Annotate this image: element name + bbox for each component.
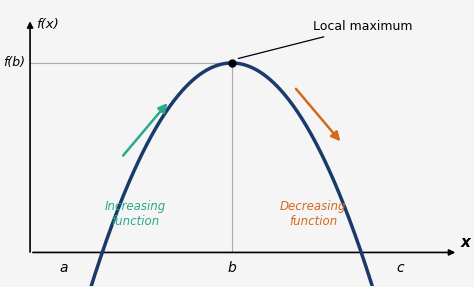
Text: Local maximum: Local maximum <box>238 20 413 59</box>
Text: Increasing
function: Increasing function <box>105 200 166 228</box>
Text: c: c <box>396 261 403 275</box>
Text: a: a <box>59 261 68 275</box>
Text: x: x <box>461 235 470 250</box>
Text: f(x): f(x) <box>36 18 59 32</box>
Text: Decreasing
function: Decreasing function <box>280 200 346 228</box>
Text: b: b <box>228 261 236 275</box>
Text: f(b): f(b) <box>3 57 25 69</box>
